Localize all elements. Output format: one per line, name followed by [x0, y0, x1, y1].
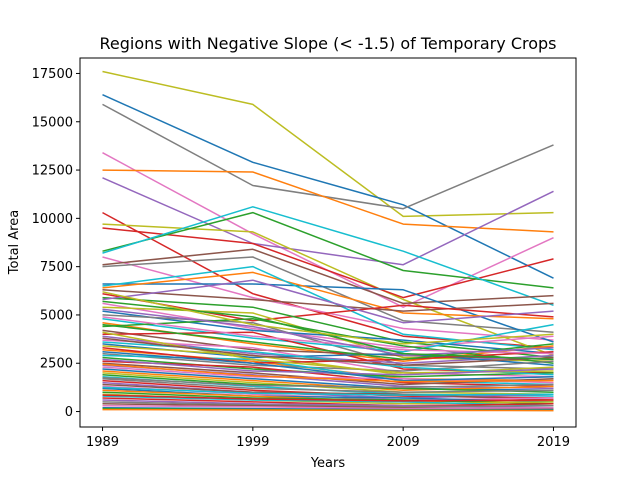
series-line-45	[102, 372, 554, 395]
x-tick-label: 1999	[236, 435, 269, 450]
series-line-18	[102, 289, 554, 312]
series-line-10	[102, 211, 554, 289]
x-axis: 1989 1999 2009 2019	[86, 427, 570, 450]
series-line-79	[102, 300, 554, 361]
series-line-39	[102, 360, 554, 388]
series-line-44	[102, 370, 554, 392]
series-line-57	[102, 395, 554, 407]
series-line-16	[102, 271, 554, 320]
series-line-62	[102, 404, 554, 410]
y-tick-label: 0	[65, 405, 73, 420]
series-line-36	[102, 352, 554, 372]
series-line-78	[102, 308, 554, 357]
x-tick-label: 1989	[86, 435, 119, 450]
series-line-3	[102, 103, 554, 210]
chart-title: Regions with Negative Slope (< -1.5) of …	[99, 34, 556, 53]
series-line-6	[102, 177, 554, 266]
series-line-50	[102, 381, 554, 399]
y-tick-label: 2500	[40, 357, 73, 372]
y-tick-label: 12500	[32, 164, 73, 179]
x-tick-label: 2019	[537, 435, 570, 450]
series-line-48	[102, 377, 554, 393]
series-line-60	[102, 401, 554, 408]
y-axis-label: Total Area	[7, 210, 22, 275]
series-line-22	[102, 302, 554, 349]
y-tick-label: 15000	[32, 115, 73, 130]
series-line-28	[102, 318, 554, 364]
series-line-29	[102, 329, 554, 361]
series-line-77	[102, 394, 554, 402]
series-line-14	[102, 256, 554, 334]
series-line-58	[102, 397, 554, 407]
series-line-19	[102, 292, 554, 322]
plot-lines	[102, 70, 554, 412]
series-line-76	[102, 386, 554, 396]
series-line-8	[102, 223, 554, 357]
y-tick-label: 5000	[40, 308, 73, 323]
series-line-74	[102, 376, 554, 389]
series-line-21	[102, 279, 554, 324]
series-line-80	[102, 291, 554, 345]
series-line-72	[102, 350, 554, 382]
series-line-2	[102, 94, 554, 279]
plot-frame	[79, 57, 577, 428]
y-tick-label: 7500	[40, 260, 73, 275]
series-line-26	[102, 318, 554, 353]
series-line-51	[102, 383, 554, 401]
series-line-65	[102, 408, 554, 412]
y-axis: 0 2500 5000 7500 10000 12500 15000 17500	[32, 67, 80, 420]
series-line-20	[102, 296, 554, 359]
series-line-13	[102, 248, 554, 305]
series-line-11	[102, 206, 554, 307]
series-line-75	[102, 363, 554, 383]
y-tick-label: 17500	[32, 67, 73, 82]
x-tick-label: 2009	[387, 435, 420, 450]
x-axis-label: Years	[310, 456, 346, 471]
series-line-55	[102, 391, 554, 405]
series-line-1	[102, 70, 554, 218]
series-line-69	[102, 358, 554, 376]
series-line-67	[102, 347, 554, 364]
y-tick-label: 10000	[32, 212, 73, 227]
series-line-25	[102, 314, 554, 370]
series-line-43	[102, 368, 554, 392]
series-line-71	[102, 337, 554, 366]
